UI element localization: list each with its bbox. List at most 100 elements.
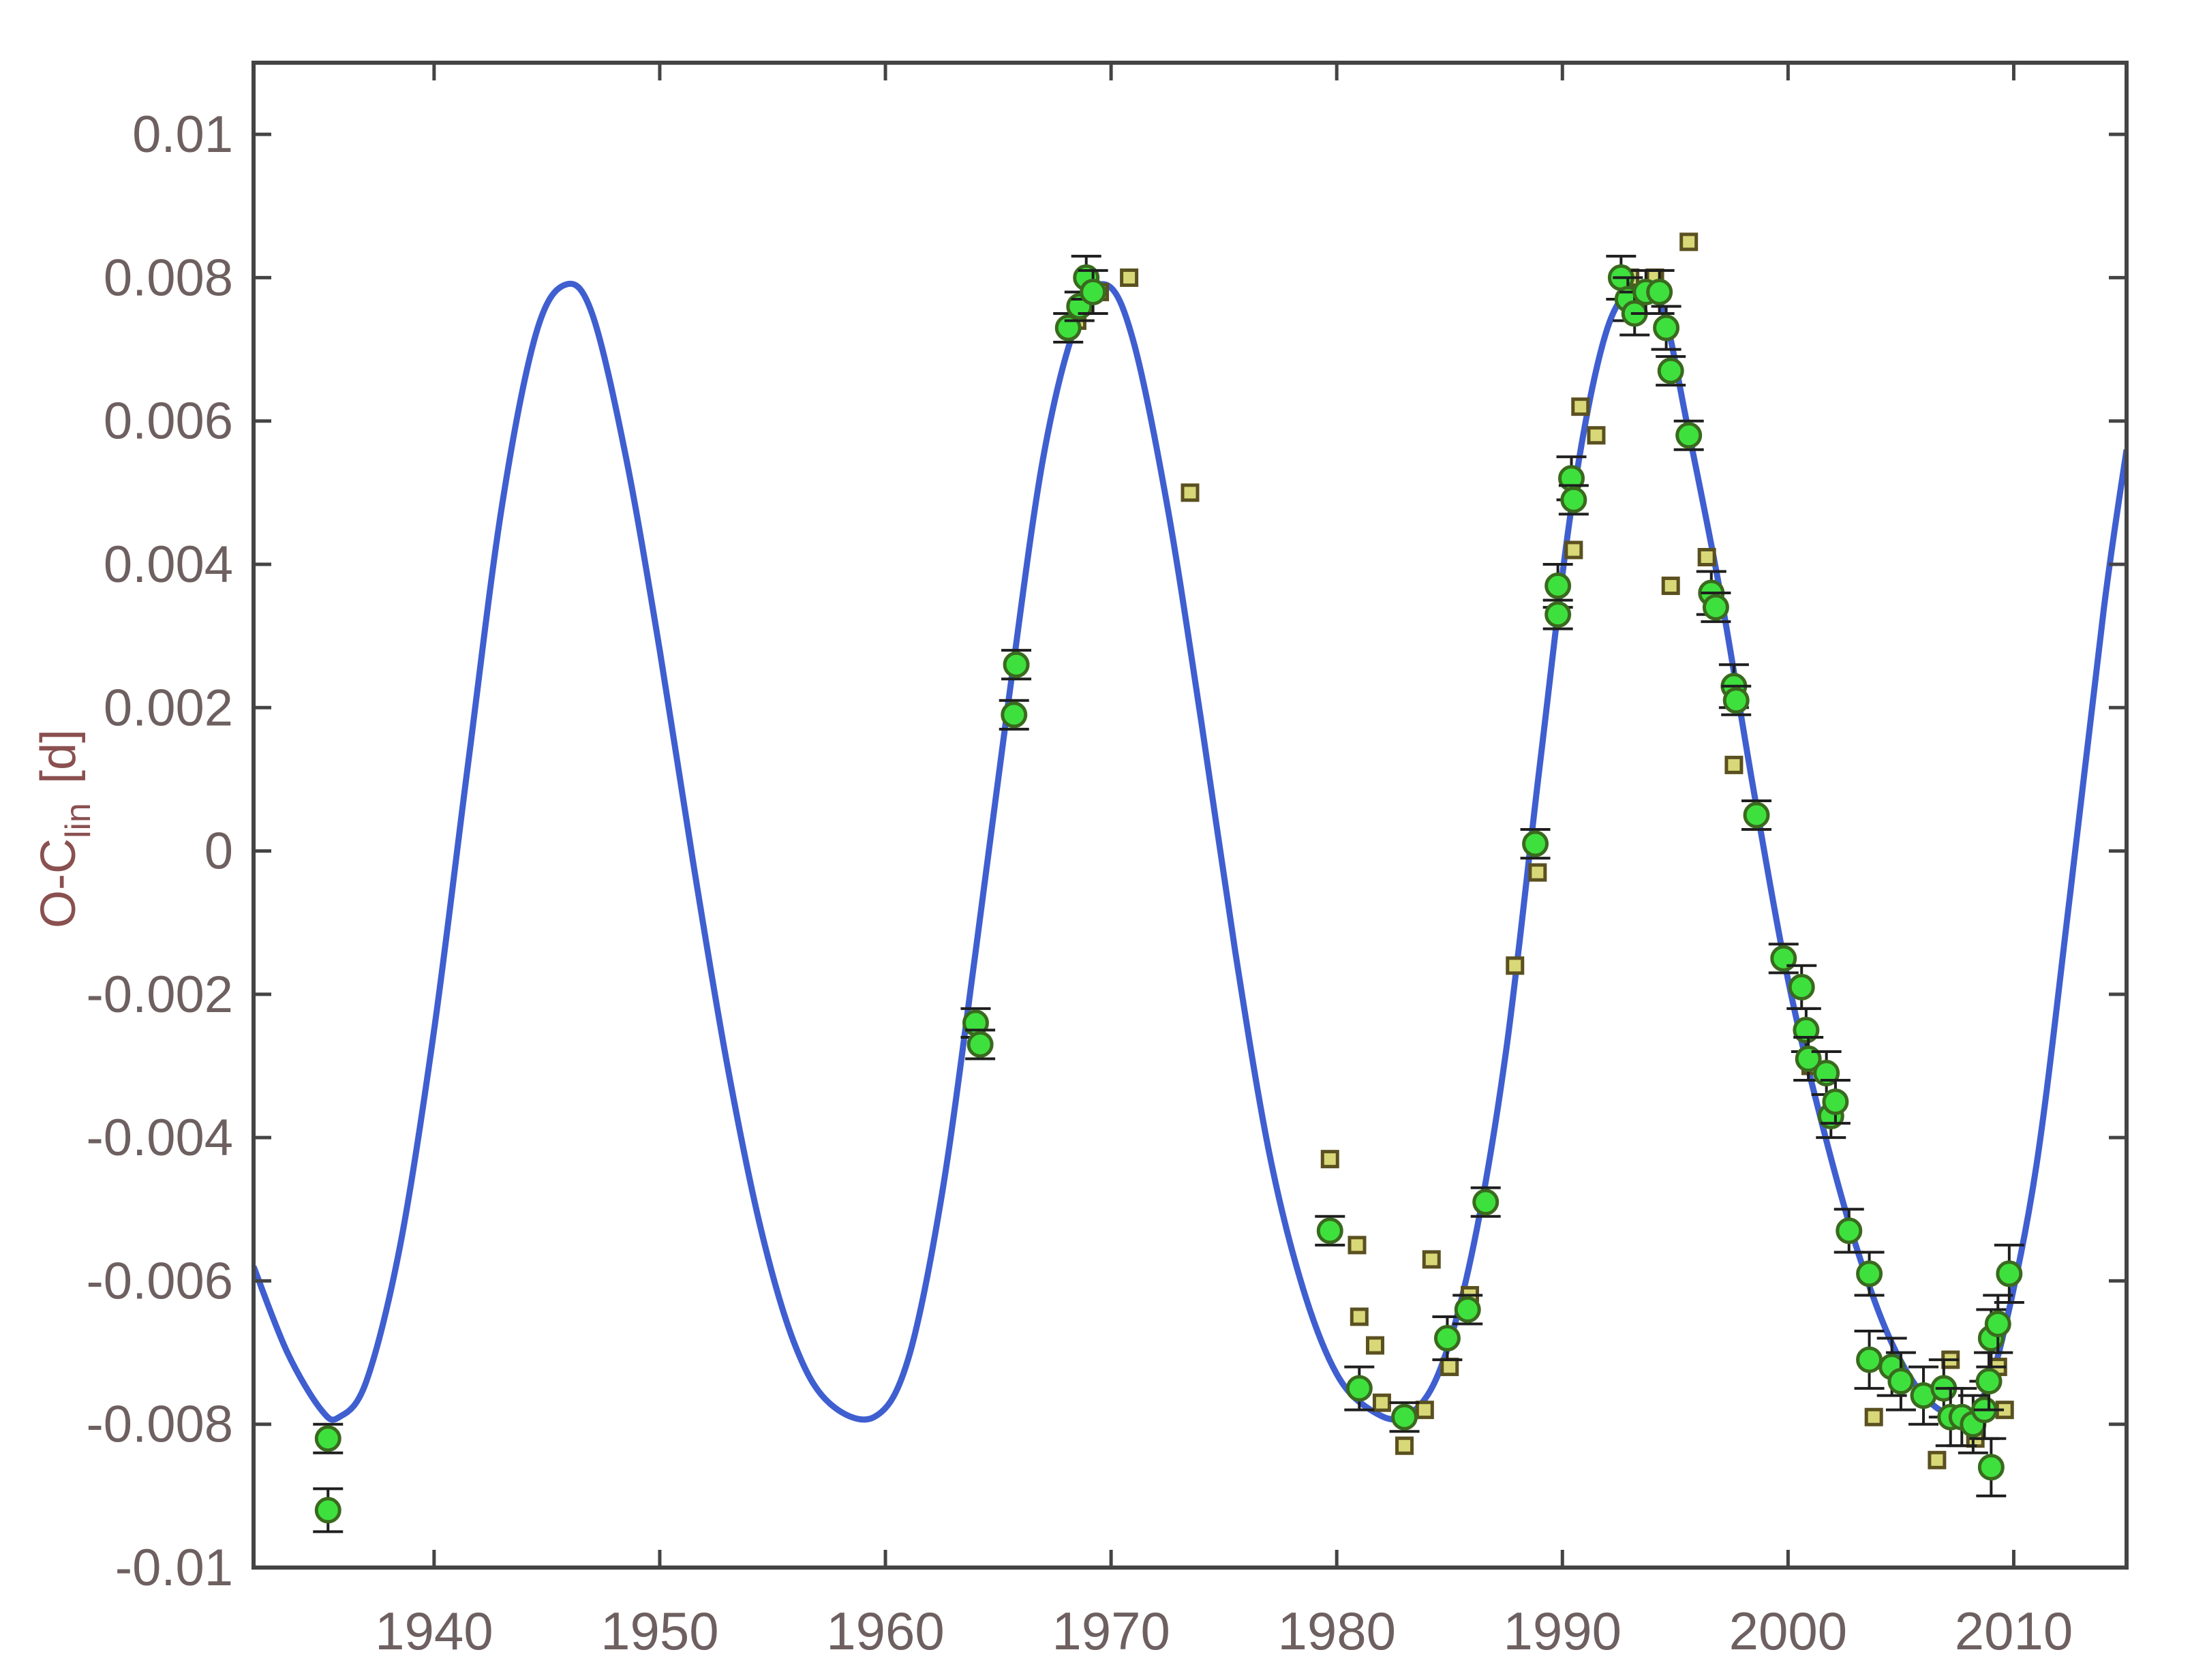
yellow-square-point <box>1422 1250 1441 1269</box>
yellow-square-point <box>1864 1407 1883 1426</box>
y-axis-label-main: O-C <box>31 838 86 928</box>
green-point <box>1344 1365 1375 1411</box>
yellow-square-point <box>1679 232 1699 251</box>
green-circle-point <box>1793 1016 1820 1043</box>
green-point <box>1908 1365 1939 1426</box>
green-point <box>1793 1035 1824 1082</box>
yellow-square-point <box>1120 268 1139 287</box>
green-circle-point <box>1080 278 1107 305</box>
green-circle-point <box>1743 801 1770 829</box>
green-circle-point <box>1544 572 1572 600</box>
green-point <box>999 699 1029 731</box>
x-tick-label: 2000 <box>1729 1601 1848 1661</box>
y-tick-label: 0 <box>204 823 233 881</box>
axes-layer: 1940 1950 1960 1970 1980 1990 2000 2010 -0.01 -0.… <box>87 63 2127 1661</box>
green-point <box>1470 1186 1501 1218</box>
green-point <box>1820 1079 1851 1125</box>
green-point <box>1001 649 1032 681</box>
x-tick-label: 2010 <box>1955 1601 2073 1661</box>
y-tick-label: 0.008 <box>104 249 233 307</box>
y-tick-label: -0.002 <box>87 966 234 1024</box>
x-tick-label: 1960 <box>826 1601 945 1661</box>
green-circle-point <box>1003 651 1030 678</box>
green-circle-point <box>1316 1217 1343 1244</box>
x-tick-label: 1940 <box>375 1601 493 1661</box>
x-tick-label: 1970 <box>1052 1601 1170 1661</box>
green-point <box>1542 598 1573 630</box>
green-point <box>1768 943 1799 975</box>
green-circle-point <box>1472 1189 1500 1216</box>
green-circle-point <box>1391 1403 1418 1431</box>
x-tick-label: 1990 <box>1504 1601 1622 1661</box>
y-tick-label: -0.004 <box>87 1109 234 1167</box>
green-circle-point <box>1822 1088 1849 1116</box>
yellow-square-point <box>1372 1393 1391 1412</box>
green-point <box>313 1487 344 1533</box>
yellow-square-point <box>1181 483 1200 502</box>
yellow-square-point <box>1415 1401 1434 1420</box>
green-circle-point <box>1996 1260 2023 1287</box>
yellow-square-point <box>1395 1436 1414 1455</box>
y-tick-label: 0.01 <box>132 106 233 164</box>
plot-frame <box>252 61 2129 1570</box>
y-tick-label: 0.004 <box>104 536 233 594</box>
green-circle-point <box>1702 594 1729 621</box>
green-point <box>1389 1401 1420 1433</box>
green-point <box>1078 269 1108 315</box>
green-circle-point <box>1345 1375 1373 1402</box>
green-circle-point <box>1675 422 1703 449</box>
green-point <box>313 1422 344 1454</box>
y-tick-label: 0.006 <box>104 393 233 450</box>
green-circle-point <box>1795 1045 1822 1072</box>
green-circle-point <box>1975 1368 2003 1395</box>
green-circle-point <box>1722 687 1750 714</box>
y-axis-label: O-Clin [d] <box>31 729 98 928</box>
yellow-square-point <box>1724 755 1744 774</box>
y-tick-label: -0.01 <box>115 1539 233 1597</box>
y-tick-label: 0.002 <box>104 679 233 737</box>
yellow-square-point <box>1320 1150 1339 1169</box>
green-circle-point <box>314 1425 341 1452</box>
green-circle-point <box>966 1030 994 1058</box>
green-circle-point <box>1813 1060 1840 1087</box>
yellow-square-point <box>1928 1450 1947 1469</box>
green-point <box>1701 592 1731 624</box>
green-point <box>1976 1437 2007 1497</box>
green-circle-point <box>1433 1325 1461 1352</box>
yellow-square-point <box>1661 577 1680 596</box>
y-axis-label-subscript: lin <box>59 803 98 838</box>
green-point <box>1558 484 1589 516</box>
x-tick-label: 1950 <box>600 1601 719 1661</box>
green-circle-point <box>1560 486 1587 513</box>
yellow-square-point <box>1564 540 1583 560</box>
yellow-square-point <box>1348 1236 1367 1255</box>
y-axis-label-unit: [d] <box>31 729 86 784</box>
green-circle-point <box>1646 278 1673 305</box>
yellow-square-point <box>1506 956 1525 975</box>
green-circle-point <box>1653 314 1680 341</box>
yellow-square-point <box>1571 397 1590 416</box>
yellow-square-point <box>1528 863 1547 882</box>
green-point <box>1644 269 1675 315</box>
x-tick-label: 1980 <box>1277 1601 1396 1661</box>
yellow-square-point <box>1365 1336 1384 1355</box>
green-circle-point <box>1984 1311 2011 1338</box>
green-circle-point <box>1856 1260 1883 1287</box>
yellow-square-point <box>1350 1307 1369 1326</box>
y-tick-label: -0.006 <box>87 1252 234 1310</box>
green-point <box>1520 828 1551 860</box>
green-circle-point <box>1856 1346 1883 1373</box>
green-circle-point <box>1788 973 1815 1001</box>
yellow-square-point <box>1440 1358 1459 1377</box>
green-circle-point <box>1001 701 1028 729</box>
green-point <box>1452 1294 1483 1326</box>
green-circle-point <box>314 1497 341 1524</box>
green-circle-point <box>1836 1217 1863 1244</box>
green-circle-point <box>1770 945 1797 972</box>
green-circle-point <box>1454 1296 1481 1323</box>
green-point <box>1656 355 1686 387</box>
green-point <box>1833 1208 1864 1254</box>
yellow-square-point <box>1587 426 1606 445</box>
green-point <box>1854 1251 1885 1297</box>
